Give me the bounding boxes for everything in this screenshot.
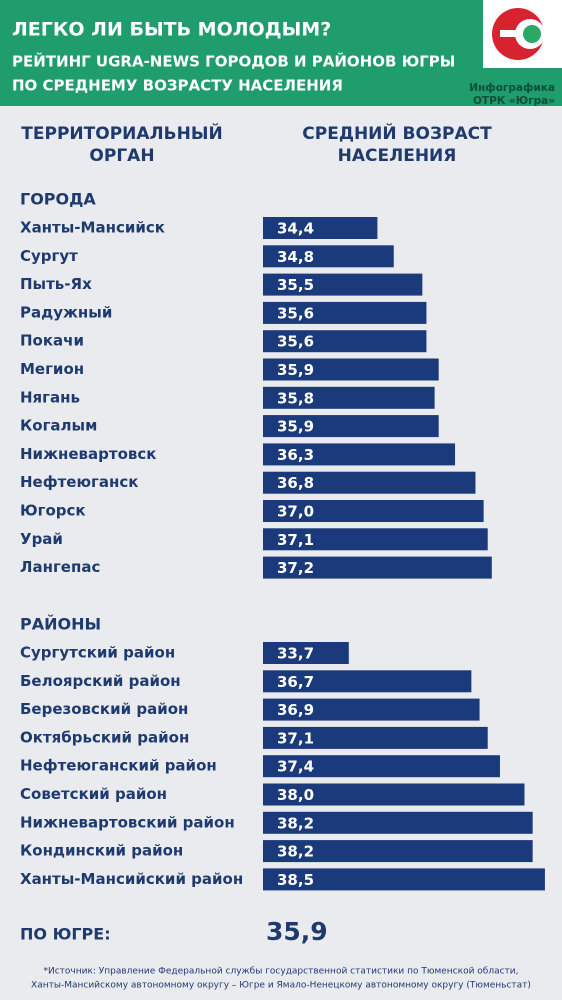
column-header: НАСЕЛЕНИЯ bbox=[338, 146, 457, 166]
bar-label: 36,3 bbox=[277, 446, 314, 464]
header-band bbox=[0, 0, 562, 106]
category-label: Нижневартовск bbox=[20, 445, 156, 463]
category-label: Октябрьский район bbox=[20, 728, 189, 746]
category-label: Когалым bbox=[20, 417, 97, 435]
bar-label: 36,9 bbox=[277, 701, 314, 719]
category-label: Лангепас bbox=[20, 558, 100, 576]
bar bbox=[263, 726, 488, 749]
subtitle: РЕЙТИНГ UGRA-NEWS ГОРОДОВ И РАЙОНОВ ЮГРЫ bbox=[12, 52, 455, 71]
bar bbox=[263, 500, 484, 522]
summary-label: ПО ЮГРЕ: bbox=[20, 925, 111, 944]
category-label: Нефтеюганский район bbox=[20, 757, 217, 775]
bar bbox=[263, 443, 456, 466]
bar bbox=[263, 358, 439, 381]
category-label: Ханты-Мансийский район bbox=[20, 870, 243, 888]
group-heading: РАЙОНЫ bbox=[20, 615, 101, 634]
bar bbox=[263, 811, 533, 834]
bar bbox=[263, 301, 427, 324]
bar bbox=[263, 245, 394, 268]
bar bbox=[263, 217, 378, 239]
credit: ОТРК «Югра» bbox=[473, 95, 555, 107]
category-label: Советский район bbox=[20, 785, 167, 803]
title: ЛЕГКО ЛИ БЫТЬ МОЛОДЫМ? bbox=[12, 19, 331, 41]
category-label: Пыть-Ях bbox=[20, 275, 92, 293]
category-label: Белоярский район bbox=[20, 672, 181, 690]
bar bbox=[263, 386, 435, 409]
column-header: СРЕДНИЙ ВОЗРАСТ bbox=[302, 122, 492, 144]
category-label: Нягань bbox=[20, 388, 80, 406]
bar-label: 35,9 bbox=[277, 361, 314, 379]
column-header: ТЕРРИТОРИАЛЬНЫЙ bbox=[21, 122, 222, 144]
source: *Источник: Управление Федеральной службы… bbox=[43, 967, 518, 977]
category-label: Кондинский район bbox=[20, 842, 183, 860]
category-label: Сургут bbox=[20, 247, 78, 265]
bar bbox=[263, 698, 480, 721]
bar-label: 37,4 bbox=[277, 758, 314, 776]
category-label: Урай bbox=[20, 530, 63, 548]
bar-label: 33,7 bbox=[277, 645, 314, 663]
bar bbox=[263, 471, 476, 494]
bar-label: 35,6 bbox=[277, 304, 314, 322]
bar-label: 37,2 bbox=[277, 559, 314, 577]
bar-label: 36,8 bbox=[277, 474, 314, 492]
bar-label: 35,6 bbox=[277, 333, 314, 351]
bar bbox=[263, 670, 472, 693]
category-label: Югорск bbox=[20, 502, 86, 520]
category-label: Радужный bbox=[20, 303, 112, 321]
source: Ханты-Мансийскому автономному округу – Ю… bbox=[31, 981, 531, 991]
category-label: Покачи bbox=[20, 332, 84, 350]
bar bbox=[263, 528, 488, 551]
logo-dot bbox=[523, 25, 541, 43]
bar bbox=[263, 783, 525, 806]
bar bbox=[263, 415, 439, 438]
bar bbox=[263, 840, 533, 863]
bar bbox=[263, 556, 492, 579]
bar-label: 38,2 bbox=[277, 814, 314, 832]
bar-label: 34,8 bbox=[277, 248, 314, 266]
subtitle: ПО СРЕДНЕМУ ВОЗРАСТУ НАСЕЛЕНИЯ bbox=[12, 77, 343, 95]
category-label: Березовский район bbox=[20, 700, 188, 718]
category-label: Нижневартовский район bbox=[20, 813, 235, 831]
bar-label: 34,4 bbox=[277, 220, 314, 238]
bar-label: 38,0 bbox=[277, 786, 314, 804]
category-label: Мегион bbox=[20, 360, 84, 378]
group-heading: ГОРОДА bbox=[20, 190, 96, 209]
bar-label: 37,1 bbox=[277, 531, 314, 549]
bar-label: 35,5 bbox=[277, 276, 314, 294]
bar-label: 38,5 bbox=[277, 871, 314, 889]
bar-label: 37,1 bbox=[277, 729, 314, 747]
bar bbox=[263, 273, 423, 296]
category-label: Нефтеюганск bbox=[20, 473, 138, 491]
bar-label: 36,7 bbox=[277, 673, 314, 691]
bar-label: 35,8 bbox=[277, 389, 314, 407]
bar bbox=[263, 868, 545, 891]
logo-bar bbox=[500, 30, 520, 37]
bar-label: 38,2 bbox=[277, 843, 314, 861]
category-label: Сургутский район bbox=[20, 644, 175, 662]
summary-value: 35,9 bbox=[266, 917, 328, 946]
bar-label: 37,0 bbox=[277, 503, 314, 521]
column-header: ОРГАН bbox=[89, 146, 154, 166]
credit: Инфографика bbox=[469, 82, 555, 94]
bar-label: 35,9 bbox=[277, 418, 314, 436]
bar bbox=[263, 642, 349, 664]
category-label: Ханты-Мансийск bbox=[20, 219, 165, 237]
bar bbox=[263, 330, 427, 353]
bar bbox=[263, 755, 500, 778]
